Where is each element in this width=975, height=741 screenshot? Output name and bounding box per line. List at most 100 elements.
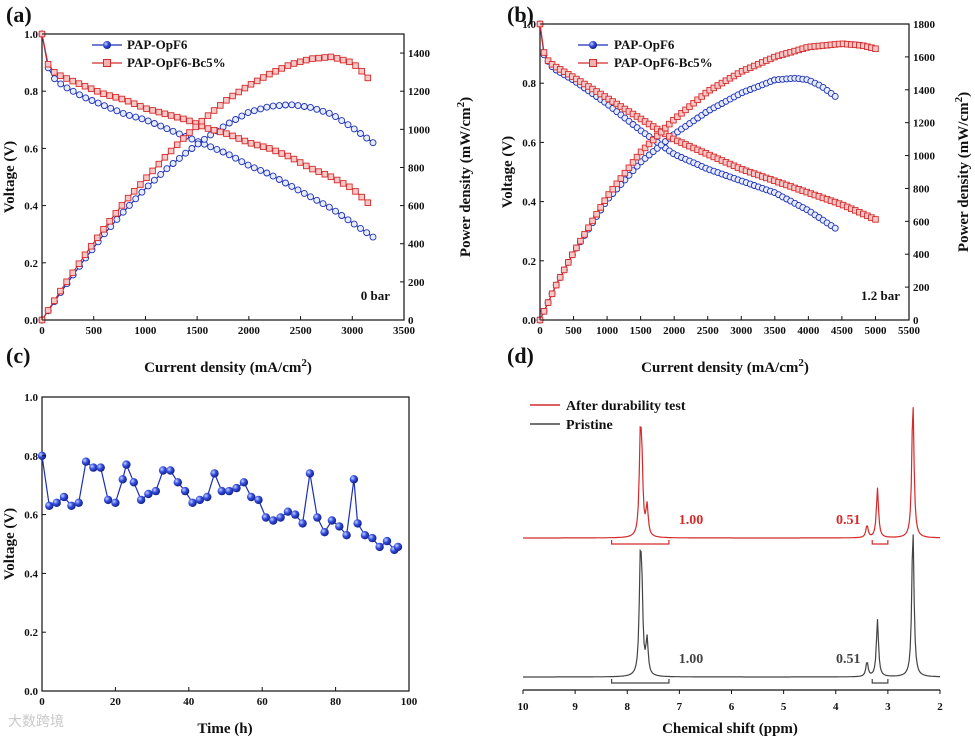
data-point [332, 207, 339, 215]
data-point [155, 160, 163, 168]
y-tick-label: 1.0 [24, 392, 38, 404]
y2-tick-label: 1400 [913, 85, 936, 97]
data-point [57, 287, 64, 295]
data-point [247, 81, 255, 88]
durability-point [136, 495, 146, 505]
data-point [597, 204, 604, 211]
durability-point [188, 498, 197, 507]
data-point [332, 113, 339, 121]
data-point [645, 140, 653, 148]
panel-d-xlabel: Chemical shift (ppm) [662, 721, 798, 737]
panel-a-xlabel: Current density (mA/cm2) [144, 357, 312, 376]
data-point [263, 103, 271, 111]
durability-point [382, 536, 392, 546]
data-point [118, 202, 126, 209]
data-point [327, 173, 335, 180]
panel-a-y2ticks: 0 200 400 600 800 1000 1200 1400 [400, 48, 431, 327]
data-point [617, 175, 625, 182]
data-point [69, 87, 77, 95]
data-point [560, 266, 568, 274]
data-point [363, 229, 371, 237]
data-point [87, 85, 95, 92]
data-point [124, 194, 132, 202]
panel-a-xticks: 0 500 1000 1500 2000 2500 3000 3500 [39, 316, 416, 337]
data-point [662, 124, 669, 132]
durability-point [305, 469, 315, 478]
data-point [307, 193, 314, 201]
y2-tick-label: 400 [408, 239, 425, 251]
y-tick-label: 1.0 [522, 19, 536, 31]
durability-point [217, 486, 226, 496]
durability-point [360, 531, 370, 540]
data-point [577, 237, 584, 245]
data-point [601, 197, 608, 204]
data-point [350, 220, 358, 228]
x-tick-label: 2500 [290, 325, 313, 337]
data-point [253, 77, 261, 85]
data-point [112, 94, 120, 101]
panel-b-xticks: 0 500 1000 1500 2000 2500 3000 3500 4000 4500 5000… [537, 316, 921, 337]
data-point [260, 143, 267, 150]
data-point [106, 92, 113, 99]
data-point [296, 58, 304, 66]
data-point [81, 82, 89, 90]
data-point [666, 120, 673, 128]
data-point [247, 140, 255, 147]
x-tick-label: 1500 [630, 325, 653, 337]
panel-c-xlabel: Time (h) [197, 721, 252, 737]
data-point [296, 159, 304, 166]
data-point [625, 164, 633, 172]
data-point [57, 80, 65, 88]
data-point [637, 148, 645, 156]
y2-tick-label: 800 [408, 162, 425, 174]
data-point [605, 191, 612, 198]
data-point [357, 224, 364, 232]
data-point [106, 218, 113, 225]
data-point [217, 128, 224, 136]
x-tick-label: 8 [625, 701, 631, 713]
data-point [194, 140, 202, 148]
data-point [294, 102, 302, 110]
data-point [369, 139, 377, 147]
data-point [872, 45, 879, 52]
data-point [303, 56, 310, 64]
data-point [155, 108, 163, 116]
integral-bracket [611, 679, 670, 684]
data-point [107, 104, 115, 112]
data-point [44, 60, 52, 68]
data-point [344, 121, 352, 129]
data-point [192, 123, 199, 131]
x-tick-label: 100 [401, 696, 418, 708]
data-point [288, 101, 296, 109]
data-point [163, 165, 171, 173]
panel-d-xticks: 10 9 8 7 6 5 4 3 2 [518, 690, 943, 713]
y2-tick-label: 600 [913, 216, 930, 228]
durability-point [349, 475, 359, 484]
data-point [633, 153, 641, 161]
data-point [100, 90, 107, 98]
data-point [363, 134, 371, 142]
y2-tick-label: 1000 [913, 151, 936, 163]
data-point [657, 128, 665, 136]
data-point [585, 224, 592, 231]
durability-point [375, 542, 384, 552]
data-point [138, 115, 146, 123]
durability-point [166, 466, 175, 475]
data-point [88, 97, 96, 104]
data-point [690, 99, 697, 107]
y2-tick-label: 200 [408, 277, 425, 289]
data-point [223, 97, 230, 104]
data-point [350, 125, 358, 133]
x-tick-label: 9 [572, 701, 578, 713]
panel-c-xticks: 0 20 40 60 80 100 [39, 687, 418, 708]
panel-d-label: (d) [507, 343, 534, 368]
x-tick-label: 1500 [186, 325, 209, 337]
y2-tick-label: 400 [913, 249, 930, 261]
y2-tick-label: 1200 [408, 86, 431, 98]
y-tick-label: 0.2 [24, 258, 38, 270]
data-point [163, 125, 171, 133]
data-point [253, 141, 261, 149]
y-tick-label: 0.0 [522, 315, 536, 327]
data-point [112, 210, 120, 217]
data-point [210, 126, 218, 134]
